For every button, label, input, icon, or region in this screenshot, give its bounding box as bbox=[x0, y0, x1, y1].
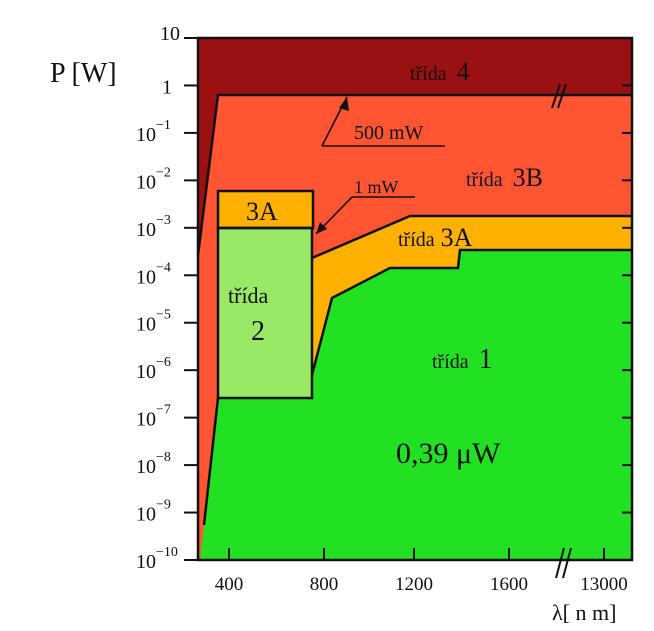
class-1-left-boundary bbox=[202, 397, 220, 526]
y-tick-label: 10−2 bbox=[136, 165, 171, 193]
annotation-500mw: 500 mW bbox=[354, 122, 424, 144]
axis-break-bottom bbox=[555, 547, 572, 579]
class-3a-boundary bbox=[310, 248, 632, 376]
label-class-2-prefix: třída bbox=[228, 283, 269, 308]
region-class-2 bbox=[218, 228, 312, 398]
y-tick-label: 10−8 bbox=[136, 450, 171, 478]
annotation-500mw-pointer bbox=[321, 96, 445, 147]
label-class-3b: třída 3B bbox=[466, 163, 543, 192]
y-tick-label: 10−1 bbox=[136, 118, 171, 146]
box-2-outline bbox=[216, 226, 314, 400]
x-tick-label: 800 bbox=[310, 574, 339, 595]
annotation-1mw-pointer bbox=[315, 196, 415, 235]
y-tick-label: 10 bbox=[160, 23, 180, 45]
y-axis-ticks: 10 1 10−1 10−2 10−3 10−4 10−5 10−6 10−7 10−8 10−9 1… bbox=[136, 23, 632, 573]
x-tick-label: 1600 bbox=[490, 574, 528, 595]
y-tick-label: 10−5 bbox=[136, 308, 171, 336]
y-tick-label: 10−4 bbox=[136, 260, 171, 288]
y-tick-label: 10−10 bbox=[136, 545, 178, 573]
y-tick-label: 1 bbox=[162, 76, 172, 98]
label-3a-box: 3A bbox=[246, 197, 278, 226]
axis-break-top bbox=[551, 83, 567, 109]
class-3b-boundary bbox=[311, 214, 632, 260]
annotation-039uw: 0,39 μW bbox=[396, 437, 501, 470]
y-tick-label: 10−3 bbox=[136, 213, 171, 241]
y-tick-label: 10−6 bbox=[136, 355, 171, 383]
label-class-4: třída 4 bbox=[410, 57, 470, 86]
label-class-2-number: 2 bbox=[251, 316, 265, 347]
x-axis-label: λ[ n m] bbox=[552, 600, 616, 625]
boundary-lines bbox=[196, 93, 632, 526]
x-tick-label: 400 bbox=[215, 574, 244, 595]
y-tick-label: 10−7 bbox=[136, 403, 171, 431]
region-3a-box bbox=[218, 191, 313, 228]
y-axis-label: P [W] bbox=[50, 58, 117, 89]
region-class-1 bbox=[200, 250, 632, 560]
y-tick-label: 10−9 bbox=[136, 498, 171, 526]
x-tick-label: 13000 bbox=[580, 574, 628, 595]
class-4-boundary bbox=[196, 93, 632, 256]
label-class-3a: třída 3A bbox=[398, 223, 473, 252]
x-tick-label: 1200 bbox=[395, 574, 433, 595]
label-class-1: třída 1 bbox=[432, 344, 493, 375]
annotation-1mw: 1 mW bbox=[354, 177, 399, 197]
x-axis-ticks: 400 800 1200 1600 13000 bbox=[215, 548, 628, 595]
